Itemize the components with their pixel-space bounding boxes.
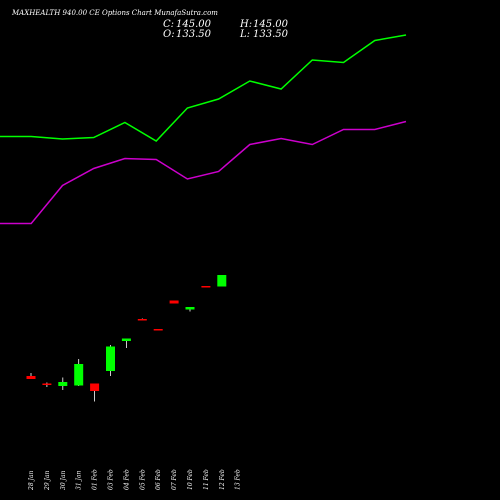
- candle-body: [106, 346, 115, 371]
- candle-body: [58, 382, 68, 386]
- candle-body: [121, 338, 131, 341]
- x-tick-label: 31 Jan: [76, 470, 83, 490]
- open-label: O:: [163, 29, 175, 40]
- candle-body: [201, 286, 211, 288]
- candle-8: [137, 318, 147, 321]
- magenta-line: [0, 120, 407, 225]
- green-line: [0, 34, 407, 142]
- candle-12: [201, 286, 211, 288]
- x-tick-label: 30 Jan: [60, 470, 67, 490]
- close-value: 145.00: [176, 19, 212, 30]
- x-axis-ticks: 28 Jan 29 Jan 30 Jan 31 Jan 01 Feb 03 Feb 04 F…: [28, 469, 242, 491]
- high-label: H:: [239, 19, 252, 30]
- candle-body: [74, 364, 84, 386]
- candle-1: [26, 373, 36, 379]
- chart-title: MAXHEALTH 940.00 CE Options Chart Munafa…: [11, 9, 218, 17]
- x-tick-label: 01 Feb: [92, 469, 99, 490]
- candle-2: [42, 382, 52, 387]
- candle-9: [153, 329, 163, 331]
- x-tick-label: 11 Feb: [203, 469, 210, 490]
- close-label: C:: [163, 19, 174, 30]
- candle-6: [106, 345, 115, 376]
- candle-body: [90, 383, 100, 391]
- x-tick-label: 12 Feb: [219, 469, 226, 490]
- x-tick-label: 03 Feb: [108, 469, 115, 490]
- low-value: 133.50: [253, 29, 289, 40]
- candle-body: [26, 376, 36, 379]
- x-tick-label: 07 Feb: [171, 469, 178, 490]
- candle-body: [137, 319, 147, 321]
- high-value: 145.00: [253, 19, 289, 30]
- candle-body: [217, 275, 227, 287]
- candle-11: [185, 307, 195, 312]
- x-tick-label: 05 Feb: [139, 469, 146, 490]
- candle-body: [185, 307, 195, 310]
- candle-3: [58, 377, 68, 390]
- x-tick-label: 10 Feb: [187, 469, 194, 490]
- x-tick-label: 13 Feb: [235, 469, 242, 490]
- x-tick-label: 06 Feb: [155, 469, 162, 490]
- x-tick-label: 28 Jan: [28, 470, 35, 491]
- x-tick-label: 29 Jan: [44, 470, 51, 491]
- open-value: 133.50: [176, 29, 212, 40]
- candle-4: [74, 359, 84, 386]
- x-tick-label: 04 Feb: [123, 469, 130, 490]
- candle-13: [217, 275, 227, 287]
- candle-body: [42, 383, 52, 385]
- low-label: L:: [239, 29, 250, 40]
- candle-10: [169, 300, 179, 304]
- candle-7: [121, 338, 131, 348]
- candle-5: [90, 383, 100, 402]
- candlestick-series: [26, 275, 227, 402]
- candle-body: [153, 329, 163, 331]
- indicator-lines: [0, 34, 407, 225]
- candle-body: [169, 300, 179, 304]
